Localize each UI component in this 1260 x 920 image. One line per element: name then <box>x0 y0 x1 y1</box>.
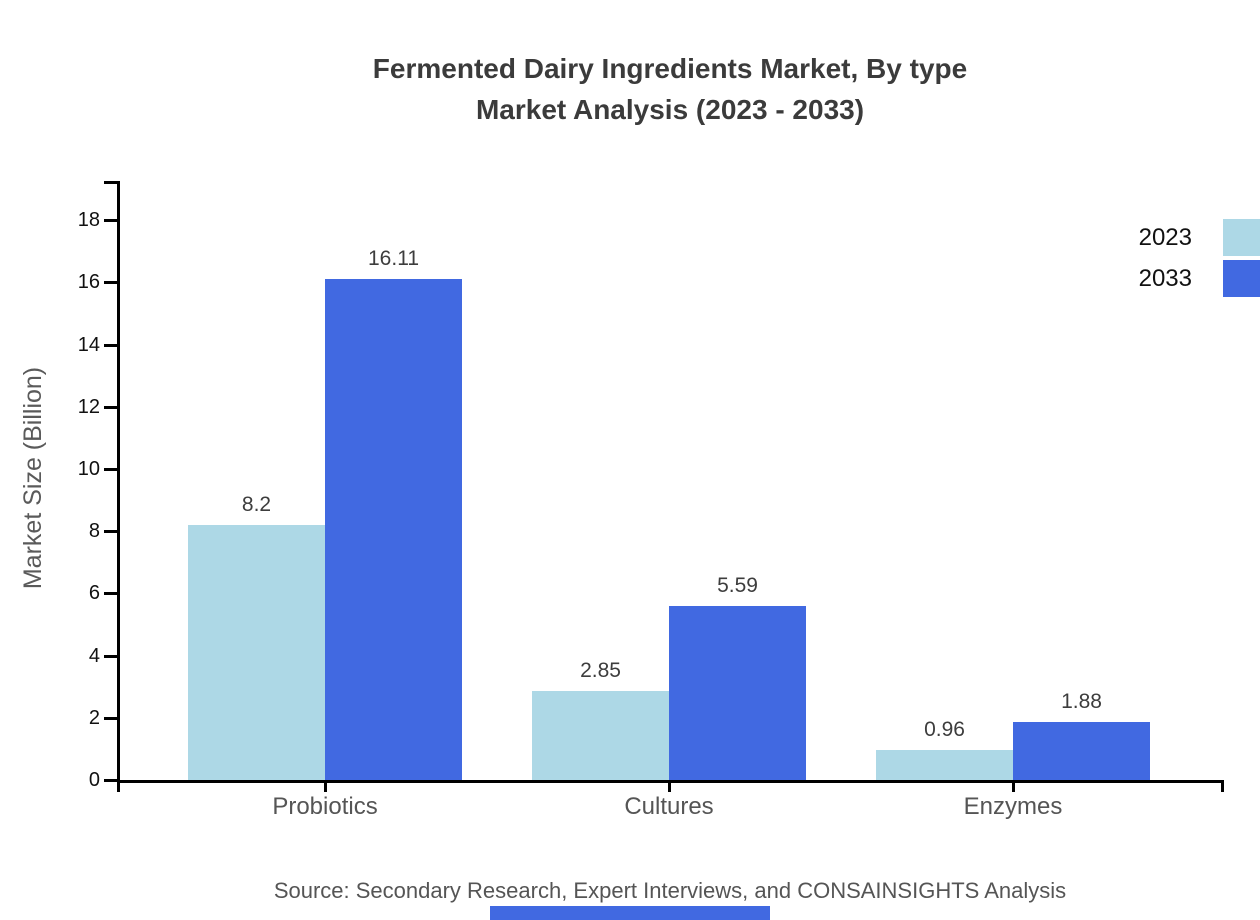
y-axis-tick <box>104 219 117 222</box>
y-tick-label: 4 <box>88 645 100 667</box>
chart-title: Fermented Dairy Ingredients Market, By t… <box>90 48 1250 130</box>
y-tick-label: 6 <box>88 582 100 604</box>
x-axis-line <box>117 780 1224 783</box>
legend-swatch-2023 <box>1223 219 1260 256</box>
x-category-label: Cultures <box>624 793 714 820</box>
x-axis-category-tick <box>668 780 671 792</box>
y-tick-label: 18 <box>77 209 100 231</box>
y-tick-label: 12 <box>77 396 100 418</box>
y-tick-label: 16 <box>77 271 100 293</box>
bar-value-label: 5.59 <box>717 574 758 597</box>
x-axis-end-tick <box>1221 780 1224 792</box>
y-axis-tick <box>104 592 117 595</box>
legend-swatch-2033 <box>1223 260 1260 297</box>
y-axis-line <box>117 181 120 792</box>
y-axis-tick <box>104 779 117 782</box>
bar-2023-probiotics <box>188 525 325 780</box>
footer-brand-bar <box>490 906 770 920</box>
bar-value-label: 0.96 <box>924 718 965 741</box>
x-axis-category-tick <box>1012 780 1015 792</box>
x-category-label: Probiotics <box>272 793 378 820</box>
y-axis-tick <box>104 406 117 409</box>
bar-value-label: 16.11 <box>368 247 419 270</box>
y-axis-top-cap <box>104 181 120 184</box>
y-tick-label: 0 <box>88 769 100 791</box>
y-tick-label: 2 <box>88 707 100 729</box>
legend-label-2033: 2033 <box>1138 265 1192 292</box>
chart-title-line-1: Fermented Dairy Ingredients Market, By t… <box>372 53 968 84</box>
legend-label-2023: 2023 <box>1138 224 1192 251</box>
bar-value-label: 2.85 <box>580 659 621 682</box>
y-axis-tick <box>104 530 117 533</box>
y-tick-label: 10 <box>77 458 100 480</box>
chart-title-line-2: Market Analysis (2023 - 2033) <box>475 94 865 125</box>
y-axis-tick <box>104 281 117 284</box>
bar-2023-enzymes <box>876 750 1013 780</box>
y-tick-label: 8 <box>88 520 100 542</box>
y-axis-tick <box>104 468 117 471</box>
bar-2033-enzymes <box>1013 722 1150 780</box>
bar-2033-probiotics <box>325 279 462 780</box>
y-tick-label: 14 <box>77 334 100 356</box>
source-note: Source: Secondary Research, Expert Inter… <box>273 878 1067 903</box>
bar-value-label: 1.88 <box>1061 690 1102 713</box>
bar-2033-cultures <box>669 606 806 780</box>
bar-2023-cultures <box>532 691 669 780</box>
x-category-label: Enzymes <box>963 793 1063 820</box>
bar-value-label: 8.2 <box>241 493 272 516</box>
x-axis-category-tick <box>324 780 327 792</box>
y-axis-tick <box>104 717 117 720</box>
y-axis-tick <box>104 344 117 347</box>
y-axis-tick <box>104 655 117 658</box>
